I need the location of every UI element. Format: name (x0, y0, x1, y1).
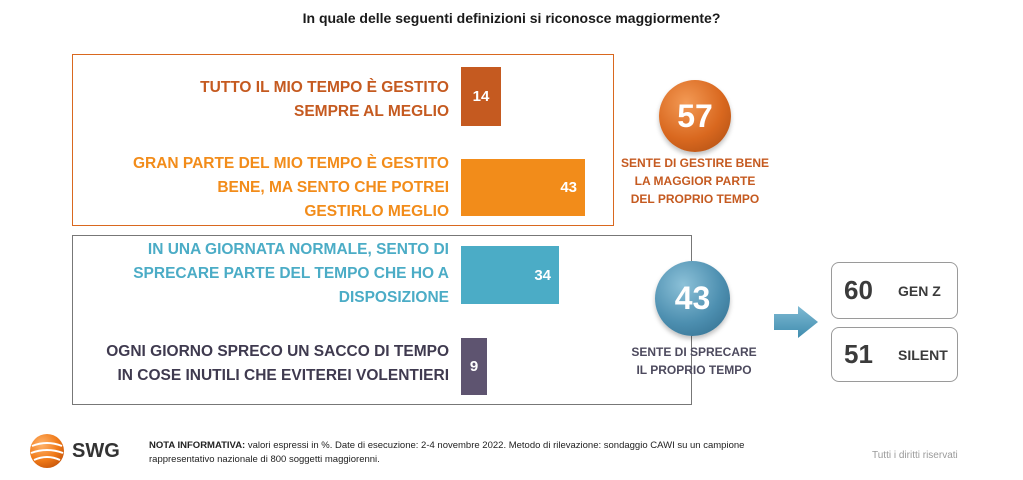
bar-value-label: 14 (472, 88, 490, 105)
gen-card-value: 51 (844, 339, 873, 369)
bar-value-label: 34 (534, 266, 551, 284)
row-label-4: OGNI GIORNO SPRECO UN SACCO DI TEMPO IN C… (106, 343, 449, 384)
gen-card-label: GEN Z (898, 282, 941, 299)
bubble-gestire: 57 (659, 80, 731, 152)
gen-card-value: 60 (844, 275, 873, 305)
row-label-1: TUTTO IL MIO TEMPO È GESTITO SEMPRE AL ME… (200, 79, 449, 120)
footnote: NOTA INFORMATIVA: valori espressi in %. … (149, 440, 745, 465)
gen-card-silent: 51 SILENT (831, 327, 958, 382)
bubble-caption-sprecare: SENTE DI SPRECARE IL PROPRIO TEMPO (631, 345, 757, 377)
row-label-2: GRAN PARTE DEL MIO TEMPO È GESTITO BENE, … (132, 155, 449, 220)
bar-sprecare-parte: 34 (461, 246, 559, 304)
gen-card-label: SILENT (898, 346, 948, 363)
bar-gran-parte: 43 (461, 159, 585, 216)
bar-spreco-sacco: 9 (461, 338, 487, 395)
bubble-caption-gestire: SENTE DI GESTIRE BENE LA MAGGIOR PARTE DEL… (620, 156, 770, 206)
rights-text: Tutti i diritti riservati (872, 450, 958, 461)
bar-tutto-gestito: 14 (461, 67, 501, 126)
row-label-3: IN UNA GIORNATA NORMALE, SENTO DI SPRECAR… (133, 241, 449, 306)
bubble-sprecare: 43 (655, 261, 730, 336)
arrow-right-icon (774, 306, 818, 338)
chart-title: In quale delle seguenti definizioni si r… (302, 10, 721, 26)
gen-card-genz: 60 GEN Z (831, 262, 958, 319)
globe-logo-icon (30, 434, 64, 468)
bar-value-label: 9 (469, 358, 479, 375)
logo-text: SWG (72, 440, 120, 462)
bar-value-label: 43 (560, 179, 577, 196)
group-box-waste (72, 235, 692, 405)
